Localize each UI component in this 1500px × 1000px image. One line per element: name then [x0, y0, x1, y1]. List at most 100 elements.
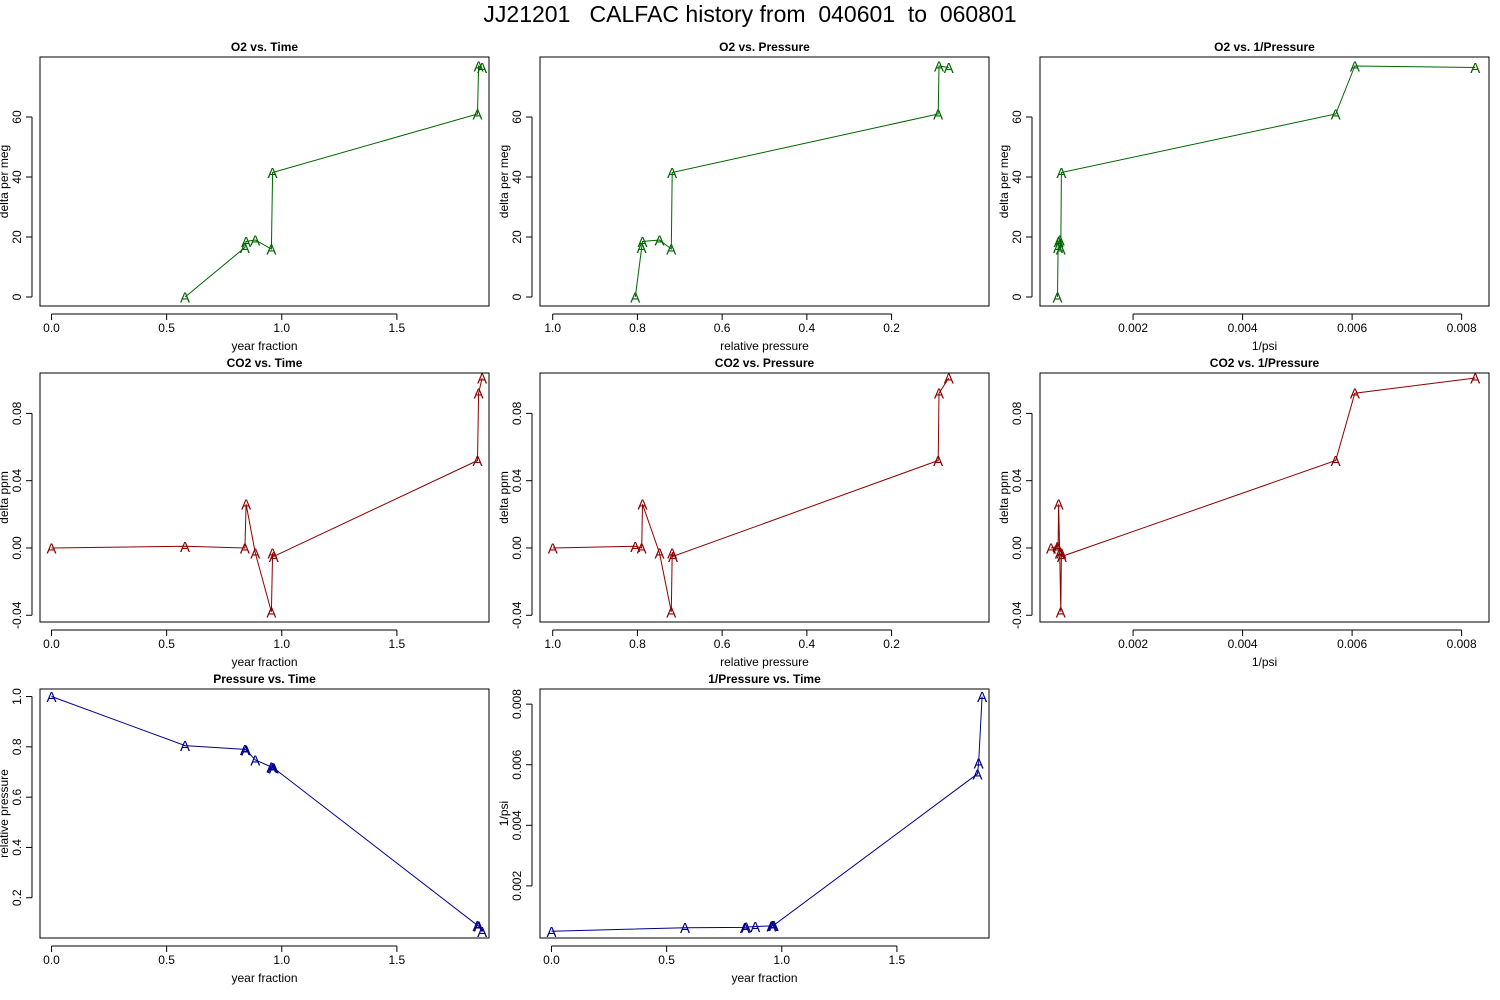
series-line — [1050, 377, 1476, 612]
x-tick-label: 0.008 — [1447, 637, 1477, 651]
data-point: A — [1056, 242, 1066, 259]
data-point: A — [477, 60, 487, 77]
y-tick-label: 0.4 — [10, 839, 24, 856]
y-tick-label: 40 — [10, 170, 24, 184]
data-point: A — [474, 59, 484, 76]
y-tick-label: 20 — [10, 230, 24, 244]
y-tick-label: 0.00 — [10, 536, 24, 560]
data-point: A — [680, 920, 690, 937]
data-point: A — [933, 453, 943, 470]
data-point: A — [666, 604, 676, 621]
x-tick-label: 0.002 — [1118, 321, 1148, 335]
y-tick-label: -0.04 — [510, 601, 524, 629]
y-axis-label: delta ppm — [997, 471, 1011, 524]
data-point: A — [1331, 453, 1341, 470]
y-tick-label: 0.08 — [510, 401, 524, 425]
x-tick-label: 1.5 — [389, 637, 406, 651]
y-tick-label: 0.002 — [510, 871, 524, 901]
data-point: A — [654, 233, 664, 250]
x-tick-label: 0.5 — [158, 953, 175, 967]
data-point: A — [240, 540, 250, 557]
x-axis-label: year fraction — [231, 655, 297, 669]
x-tick-label: 0.002 — [1118, 637, 1148, 651]
data-point: A — [250, 546, 260, 563]
y-axis-label: delta per meg — [0, 145, 11, 218]
data-point: A — [741, 920, 751, 937]
x-tick-label: 1.0 — [273, 321, 290, 335]
x-axis-label: year fraction — [231, 339, 297, 353]
plot-o2-vs-pressure: O2 vs. Pressure 1.0 0.8 0.6 0.4 0.2 relative p… — [497, 40, 990, 353]
data-point: A — [944, 60, 954, 77]
x-tick-label: 0.4 — [799, 321, 816, 335]
x-tick-label: 0.5 — [158, 637, 175, 651]
series-line — [634, 65, 949, 298]
x-tick-label: 0.2 — [883, 637, 900, 651]
y-axis-label: 1/psi — [497, 801, 511, 826]
data-point: A — [933, 107, 943, 124]
page-title: JJ21201 CALFAC history from 040601 to 06… — [483, 1, 1017, 27]
plot-pressure-vs-time: Pressure vs. Time 0.0 0.5 1.0 1.5 year fracti… — [0, 672, 490, 985]
y-axis-label: delta ppm — [497, 471, 511, 524]
y-tick-label: 40 — [510, 170, 524, 184]
data-point: A — [474, 918, 484, 935]
y-tick-label: 0.2 — [10, 889, 24, 906]
data-point: A — [934, 386, 944, 403]
data-point: A — [769, 918, 779, 935]
plot-title: O2 vs. 1/Pressure — [1214, 40, 1315, 54]
data-point: A — [268, 546, 278, 563]
x-tick-label: 1.0 — [544, 637, 561, 651]
data-point: A — [241, 497, 251, 514]
y-tick-label: 20 — [510, 230, 524, 244]
data-point: A — [180, 738, 190, 755]
data-point: A — [934, 59, 944, 76]
x-tick-label: 0.0 — [43, 953, 60, 967]
x-tick-label: 0.4 — [799, 637, 816, 651]
y-tick-label: 0.04 — [10, 469, 24, 493]
data-point: A — [250, 752, 260, 769]
data-point: A — [1054, 234, 1064, 251]
data-point: A — [472, 453, 482, 470]
plot-co2-vs-pressure: CO2 vs. Pressure 1.0 0.8 0.6 0.4 0.2 relative … — [497, 356, 990, 669]
data-point: A — [637, 540, 647, 557]
data-point: A — [944, 371, 954, 388]
data-point: A — [1057, 549, 1067, 566]
x-tick-label: 1.0 — [544, 321, 561, 335]
plot-title: CO2 vs. Pressure — [715, 356, 815, 370]
plot-frame — [39, 56, 490, 307]
series-line — [184, 65, 483, 298]
data-point: A — [1046, 540, 1056, 557]
data-point: A — [637, 497, 647, 514]
data-point: A — [667, 165, 677, 182]
data-point: A — [768, 918, 778, 935]
x-tick-label: 0.8 — [629, 321, 646, 335]
x-tick-label: 0.2 — [883, 321, 900, 335]
plot-frame — [39, 688, 490, 939]
data-point: A — [180, 539, 190, 556]
y-tick-label: 60 — [510, 110, 524, 124]
data-point: A — [1054, 497, 1064, 514]
data-point: A — [472, 107, 482, 124]
data-point: A — [266, 604, 276, 621]
y-tick-label: -0.04 — [1010, 601, 1024, 629]
plot-inv-pressure-vs-time: 1/Pressure vs. Time 0.0 0.5 1.0 1.5 year frac… — [497, 672, 990, 985]
x-tick-label: 0.6 — [714, 321, 731, 335]
x-tick-label: 0.5 — [158, 321, 175, 335]
y-tick-label: 0.8 — [10, 738, 24, 755]
x-tick-label: 0.004 — [1228, 637, 1258, 651]
y-tick-label: 1.0 — [10, 688, 24, 705]
data-point: A — [972, 766, 982, 783]
series-line — [51, 377, 483, 613]
data-point: A — [266, 242, 276, 259]
y-tick-label: 0 — [10, 293, 24, 300]
x-tick-label: 0.0 — [43, 637, 60, 651]
data-point: A — [974, 756, 984, 773]
data-point: A — [750, 919, 760, 936]
data-point: A — [269, 760, 279, 777]
data-point: A — [1056, 604, 1066, 621]
y-tick-label: 0.6 — [10, 788, 24, 805]
data-point: A — [1053, 290, 1063, 307]
y-tick-label: 60 — [10, 110, 24, 124]
plot-frame — [1039, 56, 1490, 307]
y-axis-label: relative pressure — [0, 769, 11, 858]
data-point: A — [740, 920, 750, 937]
